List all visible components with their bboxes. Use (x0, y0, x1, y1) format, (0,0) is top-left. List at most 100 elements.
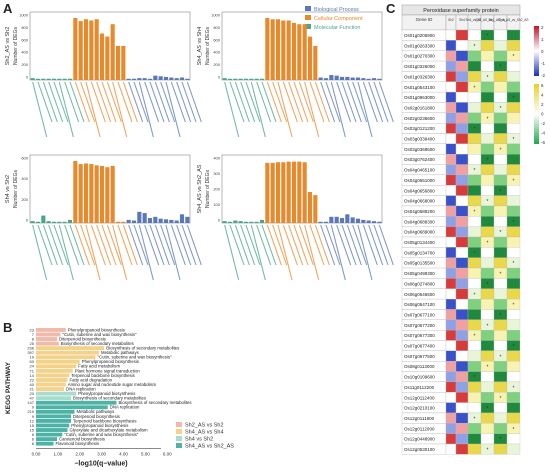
colorbar1-tick: 2 (541, 25, 544, 30)
go-category-label-mark (80, 224, 96, 266)
go-category-label-mark (298, 224, 314, 266)
go-bar (179, 77, 185, 80)
go-bar (355, 218, 361, 223)
heatmap-cell (467, 236, 482, 248)
go-category-label-mark (32, 224, 48, 281)
kegg-count-label: 9 (32, 414, 35, 419)
go-category-label-mark (85, 224, 101, 281)
go-legend-label: Molecular Function (314, 25, 360, 31)
go-category-label-mark (53, 224, 69, 266)
go-category-label-mark (128, 224, 144, 266)
heatmap-significance-star: * (487, 199, 489, 205)
heatmap-cell (467, 257, 482, 269)
heatmap-significance-star: * (487, 406, 489, 412)
heatmap-cell (455, 329, 469, 341)
kegg-count-label: 14 (30, 373, 35, 378)
heatmap-cell (506, 247, 521, 258)
heatmap-cell (506, 350, 521, 362)
heatmap-cell (445, 443, 457, 455)
go-category-label-mark (336, 81, 352, 123)
heatmap-cell (506, 60, 521, 72)
go-category-label-mark (64, 81, 80, 123)
heatmap-cell (455, 298, 469, 310)
heatmap-cell (480, 60, 495, 72)
go-bar (35, 221, 41, 223)
go-bar (339, 76, 345, 80)
go-category-label-mark (74, 81, 90, 123)
go-category-label-mark (309, 224, 325, 266)
heatmap-significance-star: * (513, 137, 515, 143)
go-bar (222, 221, 227, 223)
go-category-label-mark (181, 224, 197, 266)
heatmap-cell (445, 216, 457, 227)
go-category-label-mark (165, 81, 181, 138)
go-bar (121, 221, 126, 223)
heatmap-cell (493, 236, 508, 248)
go-category-label-mark (90, 81, 106, 123)
go-category-label-mark (250, 224, 266, 281)
heatmap-cell (493, 29, 508, 41)
heatmap-significance-star: * (487, 448, 489, 454)
go-bar (270, 19, 275, 81)
kegg-legend-swatch (176, 422, 182, 427)
go-category-label-mark (245, 81, 261, 123)
go-category-label-mark (122, 224, 138, 266)
go-bar (35, 78, 41, 80)
heatmap-cell (506, 278, 521, 289)
go-bar (243, 78, 249, 80)
go-bar (270, 162, 275, 223)
go-category-label-mark (378, 224, 394, 266)
go-category-label-mark (101, 81, 117, 123)
kegg-bar (36, 423, 70, 428)
panel-c-letter: C (386, 1, 396, 16)
kegg-x-tick: 2.00 (75, 451, 84, 456)
go-category-label-mark (261, 81, 277, 123)
kegg-count-label: 21 (30, 386, 35, 391)
go-bar (307, 192, 313, 223)
heatmap-cell (455, 412, 469, 424)
kegg-count-label: 397 (27, 350, 34, 355)
heatmap-cell (480, 309, 495, 320)
heatmap-cell (506, 164, 521, 176)
go-category-label-mark (368, 81, 384, 123)
go-comparison-label: Sh2_AS vs Sh2 (5, 27, 11, 66)
heatmap-column-header: Sh4_AS_vs_Sh2_AS (498, 18, 528, 22)
go-y-tick: 300 (213, 171, 220, 176)
go-category-label-mark (240, 224, 256, 266)
heatmap-cell (455, 309, 469, 320)
heatmap-cell (445, 371, 457, 383)
heatmap-significance-star: * (487, 241, 489, 247)
panel-a-letter: A (3, 1, 13, 16)
go-bar (265, 18, 270, 80)
go-category-label-mark (117, 224, 133, 266)
heatmap-cell (445, 29, 457, 41)
heatmap-cell (493, 50, 508, 62)
go-category-label-mark (272, 81, 288, 123)
heatmap-cell (455, 195, 469, 207)
heatmap-cell (455, 91, 469, 103)
heatmap-cell (445, 288, 457, 300)
go-comparison-label: Sh4 vs Sh2 (5, 175, 11, 203)
heatmap-cell (480, 433, 495, 445)
kegg-count-label: 60 (30, 359, 35, 364)
go-y-tick: 200 (21, 197, 28, 202)
heatmap-significance-star: * (500, 147, 502, 153)
heatmap-cell (467, 402, 482, 414)
heatmap-cell (467, 112, 482, 124)
kegg-bar (36, 368, 73, 373)
heatmap-cell (455, 133, 469, 145)
go-category-label-mark (362, 81, 378, 123)
go-bar (254, 78, 259, 80)
go-bar (174, 220, 179, 223)
heatmap-cell (445, 164, 457, 176)
kegg-pathway-label: Biosynthesis of secondary metabolites (119, 400, 192, 405)
heatmap-cell (506, 412, 521, 424)
go-bar (89, 164, 94, 223)
kegg-pathway-label: Flavonoid biosynthesis (56, 441, 99, 446)
heatmap-cell (445, 412, 457, 424)
heatmap-cell (506, 102, 521, 113)
kegg-bar (36, 355, 96, 360)
heatmap-gene-id: Os03g0762400 (404, 157, 435, 162)
kegg-count-label: 71 (30, 368, 35, 373)
colorbar2-tick: -2 (541, 121, 545, 126)
